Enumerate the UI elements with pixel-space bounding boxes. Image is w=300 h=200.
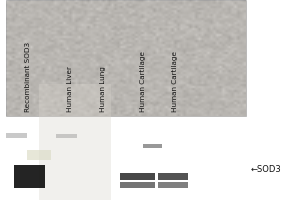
Bar bbox=[120, 182, 154, 188]
Bar bbox=[27, 150, 51, 160]
Bar bbox=[158, 173, 188, 180]
Bar bbox=[56, 134, 76, 138]
Bar bbox=[6, 0, 246, 116]
Text: Human Lung: Human Lung bbox=[100, 66, 106, 112]
Text: Human Cartilage: Human Cartilage bbox=[140, 51, 146, 112]
Bar bbox=[14, 165, 45, 188]
Text: Human Cartilage: Human Cartilage bbox=[172, 51, 178, 112]
Text: Human Liver: Human Liver bbox=[68, 66, 74, 112]
Bar bbox=[120, 173, 154, 180]
Bar bbox=[6, 133, 27, 138]
Bar bbox=[142, 144, 162, 148]
Bar bbox=[158, 182, 188, 188]
Text: Recombinant SOD3: Recombinant SOD3 bbox=[26, 42, 32, 112]
Bar bbox=[39, 84, 111, 200]
Text: ←SOD3: ←SOD3 bbox=[250, 164, 281, 173]
